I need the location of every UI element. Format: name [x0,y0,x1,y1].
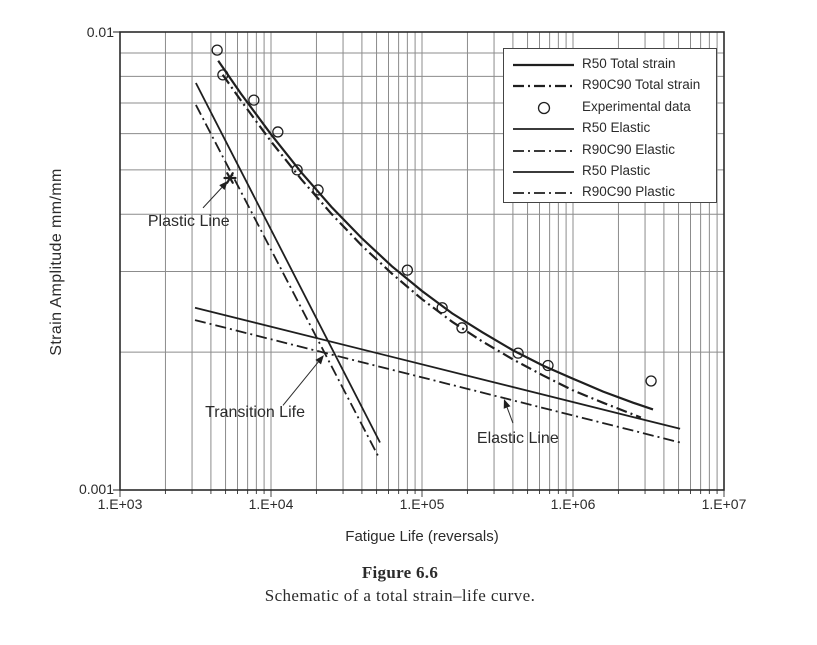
x-tick-label: 1.E+07 [701,496,747,512]
legend-sample-line [513,171,574,173]
legend-item: R90C90 Elastic [504,140,716,161]
legend-label: R90C90 Total strain [582,77,701,93]
figure-caption: Schematic of a total strain–life curve. [264,586,536,605]
x-tick-label: 1.E+03 [97,496,143,512]
annotation-plastic-line: Plastic Line [147,212,230,230]
x-tick-label: 1.E+05 [399,496,445,512]
legend-label: R90C90 Elastic [582,141,676,157]
legend-label: Experimental data [582,98,691,114]
x-axis-title: Fatigue Life (reversals) [345,528,499,545]
y-axis-title: Strain Amplitude mm/mm [48,168,65,356]
annotation-transition-life: Transition Life [205,404,305,422]
legend-item: R90C90 Plastic [504,182,716,203]
legend-sample-line [513,63,574,67]
y-tick-label-top: 0.01 [86,24,114,40]
legend-label: R90C90 Plastic [582,184,676,200]
legend-sample-line [513,192,574,195]
figure-caption-block: Figure 6.6 Schematic of a total strain–l… [0,563,800,606]
legend-item: R50 Total strain [504,54,716,75]
annotation-elastic-line: Elastic Line [476,430,559,448]
legend-sample-line [513,128,574,131]
legend-label: R50 Total strain [582,56,676,71]
legend: R50 Total strain R90C90 Total strain Exp… [503,48,717,203]
legend-item: R50 Plastic [504,161,716,182]
y-tick-label-bottom: 0.001 [78,481,114,497]
x-tick-label: 1.E+06 [550,496,596,512]
legend-sample-marker [537,101,551,114]
legend-sample-line [513,149,574,152]
legend-item: R90C90 Total strain [504,75,716,96]
legend-label: R50 Plastic [582,162,651,178]
legend-label: R50 Elastic [582,120,651,136]
legend-item: Experimental data [504,97,716,118]
legend-sample-line [513,85,574,88]
legend-item: R50 Elastic [504,118,716,139]
x-tick-label: 1.E+04 [248,496,294,512]
figure-number: Figure 6.6 [361,563,439,582]
